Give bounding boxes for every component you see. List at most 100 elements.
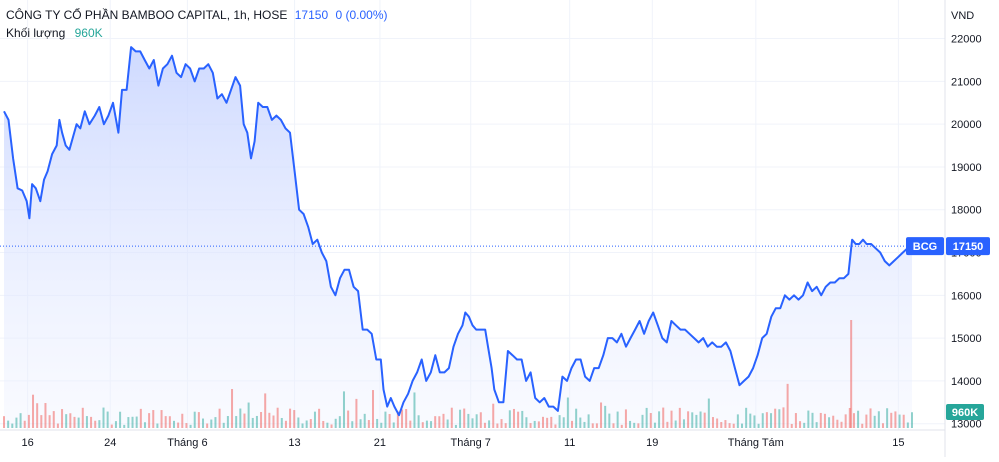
volume-bar — [19, 413, 22, 428]
volume-bar — [297, 417, 300, 428]
volume-bar — [877, 411, 880, 428]
volume-bar — [848, 407, 851, 428]
price-tick-label: 20000 — [951, 119, 982, 131]
volume-bar — [36, 403, 39, 428]
volume-bar — [276, 407, 279, 428]
volume-bar — [260, 412, 263, 428]
volume-bar — [280, 417, 283, 428]
volume-bar — [401, 409, 404, 428]
volume-bar — [828, 417, 831, 428]
volume-bar — [214, 417, 217, 428]
volume-bar — [794, 413, 797, 428]
volume-bar — [148, 413, 151, 428]
volume-bar — [123, 424, 126, 428]
time-tick-label: Tháng 6 — [167, 437, 207, 449]
volume-bar — [160, 410, 163, 428]
time-tick-label: 21 — [374, 437, 386, 449]
volume-bar — [197, 412, 200, 428]
volume-bar — [850, 320, 853, 428]
volume-bar — [243, 413, 246, 428]
volume-bar — [417, 415, 420, 428]
volume-bar — [73, 416, 76, 428]
volume-bar — [662, 407, 665, 428]
volume-bar — [189, 424, 192, 428]
volume-bar — [77, 417, 80, 428]
volume-bar — [347, 410, 350, 428]
volume-bar — [629, 420, 632, 428]
volume-bar — [517, 411, 520, 428]
volume-bar — [438, 416, 441, 428]
price-tick-label: 22000 — [951, 34, 982, 46]
volume-bar — [699, 411, 702, 428]
volume-bar — [525, 417, 528, 428]
volume-bar — [757, 423, 760, 428]
volume-bar — [164, 416, 167, 428]
legend-volume-row: Khối lượng 960K — [6, 24, 388, 42]
volume-bar — [554, 424, 557, 428]
volume-bar — [359, 419, 362, 428]
volume-bar — [815, 422, 818, 428]
volume-bar — [388, 414, 391, 428]
price-tick-label: 13000 — [951, 419, 982, 431]
volume-bar — [616, 411, 619, 428]
volume-bar — [844, 414, 847, 428]
volume-bar — [571, 420, 574, 428]
volume-bar — [301, 423, 304, 428]
volume-bar — [52, 411, 55, 428]
volume-bar — [305, 420, 308, 428]
time-tick-label: 19 — [646, 437, 658, 449]
price-area — [4, 47, 912, 428]
volume-bar — [326, 422, 329, 428]
line-layer — [0, 46, 945, 417]
volume-bar — [475, 414, 478, 428]
volume-bar — [94, 420, 97, 428]
volume-bar — [724, 420, 727, 428]
volume-bar — [770, 413, 773, 428]
volume-bar — [633, 422, 636, 428]
price-axis-unit: VND — [951, 10, 974, 22]
time-tick-label: 16 — [21, 437, 33, 449]
volume-bar — [3, 416, 5, 428]
volume-bar — [600, 402, 603, 428]
volume-bar — [127, 417, 130, 428]
symbol-title: CÔNG TY CỔ PHẦN BAMBOO CAPITAL, 1h, HOSE — [6, 8, 288, 22]
volume-bar — [135, 416, 138, 428]
time-tick-label: 13 — [288, 437, 300, 449]
volume-bar — [492, 403, 495, 428]
volume-bar — [293, 410, 296, 428]
volume-bar — [803, 422, 806, 428]
volume-bar — [886, 408, 889, 428]
time-tick-label: Tháng Tám — [728, 437, 784, 449]
volume-bar — [811, 412, 814, 428]
volume-bar — [533, 420, 536, 428]
volume-bar — [363, 413, 366, 428]
volume-value: 960K — [74, 26, 103, 40]
volume-bar — [425, 420, 428, 428]
volume-bar — [156, 423, 159, 428]
volume-bar — [836, 419, 839, 428]
volume-bar — [832, 415, 835, 428]
volume-bar — [529, 423, 532, 428]
volume-bar — [649, 413, 652, 428]
time-axis: 16 24 Tháng 6 13 21 Tháng 7 11 19 Tháng Tám 15 — [21, 437, 904, 449]
volume-bar — [799, 421, 802, 428]
last-price: 17150 — [294, 8, 329, 22]
volume-bar — [496, 423, 499, 428]
symbol-tag-text: BCG — [913, 241, 937, 253]
volume-bar — [15, 417, 18, 428]
volume-bar — [620, 424, 623, 428]
volume-bar — [372, 390, 375, 428]
volume-bar — [720, 422, 723, 428]
volume-bar — [338, 416, 341, 428]
price-tick-label: 15000 — [951, 333, 982, 345]
volume-bar — [413, 392, 416, 428]
price-tag-text: 17150 — [953, 241, 984, 253]
volume-bar — [32, 394, 35, 428]
volume-bar — [222, 422, 225, 428]
volume-bar — [102, 407, 105, 428]
volume-bar — [56, 423, 59, 428]
volume-bar — [409, 420, 412, 428]
volume-bar — [61, 409, 64, 428]
volume-bar — [202, 418, 205, 428]
